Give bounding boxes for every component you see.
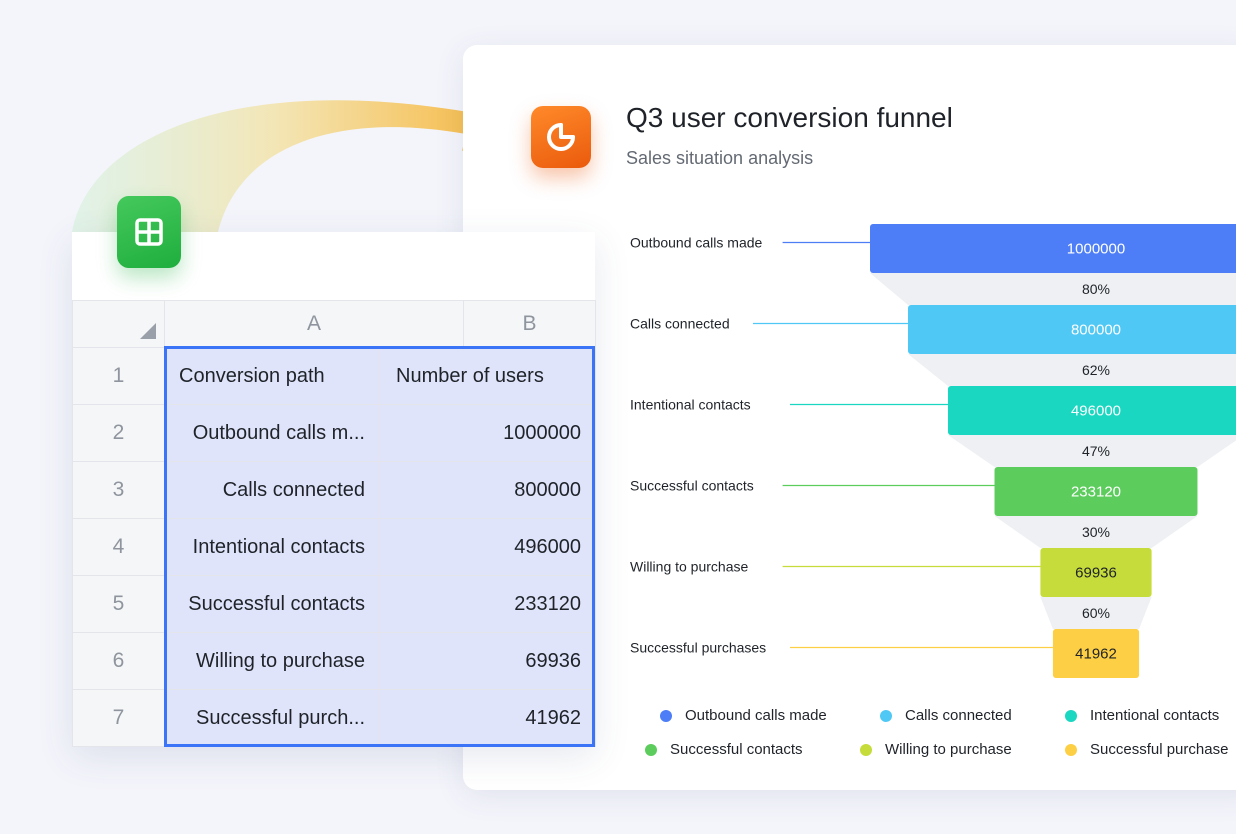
- funnel-connector: [908, 354, 1236, 386]
- cell-b3[interactable]: 800000: [379, 461, 596, 519]
- funnel-connector: [947, 435, 1236, 467]
- cell-b1[interactable]: Number of users: [379, 347, 596, 405]
- funnel-bar: [994, 467, 1198, 516]
- table-row: 7 Successful purch... 41962: [72, 689, 596, 747]
- funnel-category-label: Willing to purchase: [630, 559, 748, 575]
- legend-dot: [660, 709, 672, 722]
- funnel-value-label: 800000: [1071, 322, 1121, 339]
- table-row: 3 Calls connected 800000: [72, 461, 596, 519]
- row-header[interactable]: 4: [72, 518, 165, 576]
- legend-item[interactable]: Successful purchase: [1065, 741, 1228, 758]
- funnel-connector: [870, 273, 1236, 305]
- spreadsheet-icon: [135, 218, 163, 246]
- cell-b6[interactable]: 69936: [379, 632, 596, 690]
- funnel-connector: [1040, 597, 1152, 629]
- funnel-connector: [994, 516, 1198, 548]
- funnel-value-label: 496000: [1071, 403, 1121, 420]
- legend-dot: [860, 743, 872, 756]
- cell-a4[interactable]: Intentional contacts: [164, 518, 380, 576]
- row-header[interactable]: 3: [72, 461, 165, 519]
- legend-item[interactable]: Intentional contacts: [1065, 707, 1219, 724]
- legend-dot: [880, 709, 892, 722]
- legend-item[interactable]: Successful contacts: [645, 741, 803, 758]
- funnel-bar: [947, 386, 1236, 435]
- chart-subtitle: Sales situation analysis: [626, 148, 814, 168]
- cell-a7[interactable]: Successful purch...: [164, 689, 380, 747]
- funnel-value-label: 69936: [1075, 565, 1117, 582]
- select-all-corner[interactable]: [72, 300, 165, 348]
- cell-b5[interactable]: 233120: [379, 575, 596, 633]
- cell-a2[interactable]: Outbound calls m...: [164, 404, 380, 462]
- funnel-category-label: Outbound calls made: [630, 235, 763, 251]
- legend-item[interactable]: Willing to purchase: [860, 741, 1012, 758]
- row-header[interactable]: 6: [72, 632, 165, 690]
- conversion-rate-label: 80%: [1082, 281, 1110, 297]
- funnel-category-label: Intentional contacts: [630, 397, 751, 413]
- chart-title: Q3 user conversion funnel: [626, 102, 953, 133]
- conversion-rate-label: 47%: [1082, 443, 1110, 459]
- funnel-bar: [1040, 548, 1152, 597]
- row-header[interactable]: 2: [72, 404, 165, 462]
- conversion-rate-label: 30%: [1082, 524, 1110, 540]
- funnel-value-label: 1000000: [1067, 241, 1125, 258]
- legend-dot: [1065, 709, 1077, 722]
- pie-chart-icon: [547, 123, 575, 151]
- row-header[interactable]: 5: [72, 575, 165, 633]
- funnel-bar: [908, 305, 1236, 354]
- conversion-rate-label: 62%: [1082, 362, 1110, 378]
- row-header[interactable]: 7: [72, 689, 165, 747]
- funnel-category-label: Successful contacts: [630, 478, 754, 494]
- funnel-bar: [870, 224, 1236, 273]
- table-row: 6 Willing to purchase 69936: [72, 632, 596, 690]
- table-row: 1 Conversion path Number of users: [72, 347, 596, 405]
- funnel-category-label: Calls connected: [630, 316, 730, 332]
- row-header[interactable]: 1: [72, 347, 165, 405]
- table-row: 5 Successful contacts 233120: [72, 575, 596, 633]
- legend-label: Outbound calls made: [685, 707, 827, 724]
- funnel-bar: [1052, 629, 1140, 678]
- conversion-rate-label: 60%: [1082, 605, 1110, 621]
- cell-a6[interactable]: Willing to purchase: [164, 632, 380, 690]
- arrow-body: [72, 95, 520, 232]
- table-row: 2 Outbound calls m... 1000000: [72, 404, 596, 462]
- cell-a1[interactable]: Conversion path: [164, 347, 380, 405]
- legend-dot: [1065, 743, 1077, 756]
- chart-app-logo: [531, 106, 591, 168]
- column-header-a[interactable]: A: [164, 300, 464, 348]
- legend-label: Successful contacts: [670, 741, 803, 758]
- legend-item[interactable]: Outbound calls made: [660, 707, 827, 724]
- cell-b2[interactable]: 1000000: [379, 404, 596, 462]
- legend-label: Calls connected: [905, 707, 1012, 724]
- legend-item[interactable]: Calls connected: [880, 707, 1012, 724]
- spreadsheet-grid: A B 1 Conversion path Number of users 2 …: [72, 300, 596, 747]
- cell-b4[interactable]: 496000: [379, 518, 596, 576]
- legend-dot: [645, 743, 657, 756]
- cell-a3[interactable]: Calls connected: [164, 461, 380, 519]
- table-row: 4 Intentional contacts 496000: [72, 518, 596, 576]
- column-header-b[interactable]: B: [463, 300, 596, 348]
- funnel-chart: 1000000 Outbound calls made 800000 Calls co…: [630, 224, 1236, 678]
- cell-a5[interactable]: Successful contacts: [164, 575, 380, 633]
- spreadsheet-app-logo: [117, 196, 181, 268]
- funnel-value-label: 233120: [1071, 484, 1121, 501]
- funnel-category-label: Successful purchases: [630, 640, 766, 656]
- legend-label: Successful purchase: [1090, 741, 1229, 758]
- funnel-value-label: 41962: [1075, 646, 1117, 663]
- legend-label: Willing to purchase: [885, 741, 1012, 758]
- cell-b7[interactable]: 41962: [379, 689, 596, 747]
- legend-label: Intentional contacts: [1090, 707, 1220, 724]
